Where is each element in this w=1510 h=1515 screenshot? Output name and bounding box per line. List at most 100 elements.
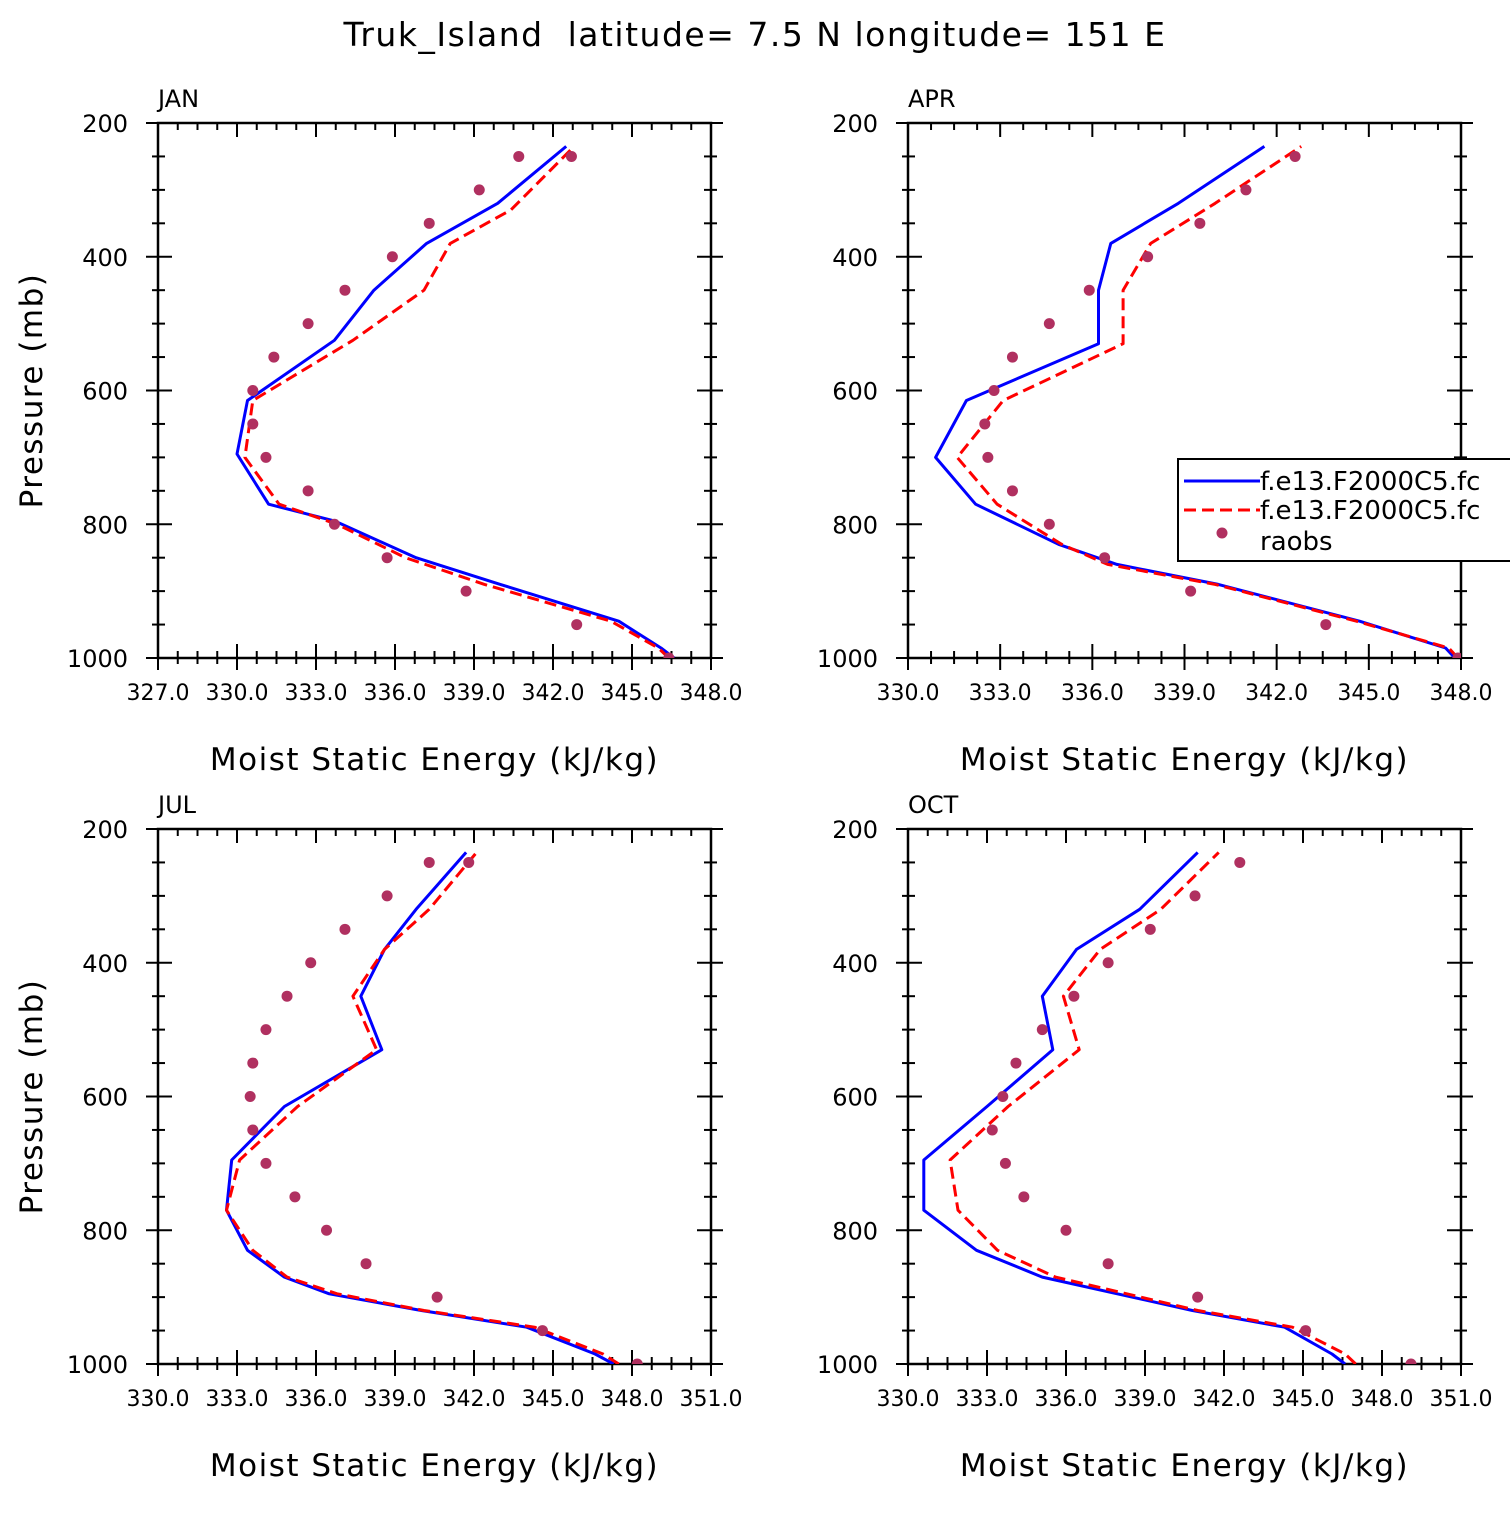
x-axis-label: Moist Static Energy (kJ/kg) <box>210 742 659 778</box>
y-tick-label: 200 <box>832 110 878 138</box>
x-tick-label: 330.0 <box>206 681 269 706</box>
raobs-point <box>1068 990 1080 1002</box>
y-tick-label: 800 <box>82 511 128 539</box>
raobs-point <box>1144 923 1156 935</box>
x-tick-label: 339.0 <box>1153 681 1216 706</box>
series-line-dashed <box>243 145 670 658</box>
x-axis-label: Moist Static Energy (kJ/kg) <box>960 742 1409 778</box>
y-tick-label: 800 <box>82 1217 128 1245</box>
x-tick-label: 351.0 <box>1430 1387 1493 1412</box>
x-tick-label: 345.0 <box>601 681 664 706</box>
raobs-point <box>386 251 398 263</box>
x-tick-label: 333.0 <box>956 1387 1019 1412</box>
raobs-point <box>986 1124 998 1136</box>
raobs-point <box>289 1191 301 1203</box>
raobs-point <box>260 1157 272 1169</box>
plot-area <box>235 145 676 658</box>
raobs-point <box>1192 1291 1204 1303</box>
x-tick-label: 342.0 <box>1193 1387 1256 1412</box>
raobs-point <box>1006 351 1018 363</box>
series-line-solid <box>235 145 676 658</box>
raobs-point <box>302 318 314 330</box>
x-tick-label: 336.0 <box>1061 681 1124 706</box>
x-tick-label: 351.0 <box>680 1387 743 1412</box>
raobs-point <box>321 1224 333 1236</box>
y-tick-label: 1000 <box>817 1351 878 1379</box>
y-tick-label: 800 <box>832 1217 878 1245</box>
y-tick-label: 600 <box>82 378 128 406</box>
x-tick-label: 327.0 <box>127 681 190 706</box>
raobs-point <box>1189 890 1201 902</box>
raobs-point <box>536 1325 548 1337</box>
plot-frame <box>906 827 1463 1366</box>
x-axis-label: Moist Static Energy (kJ/kg) <box>960 1448 1409 1484</box>
raobs-point <box>1010 1057 1022 1069</box>
legend-entry-label: f.e13.F2000C5.fc <box>1260 496 1480 526</box>
x-tick-label: 330.0 <box>877 681 940 706</box>
raobs-point <box>360 1258 372 1270</box>
raobs-point <box>631 1358 643 1364</box>
x-tick-label: 348.0 <box>601 1387 664 1412</box>
raobs-point <box>423 856 435 868</box>
x-axis-label: Moist Static Energy (kJ/kg) <box>210 1448 659 1484</box>
raobs-point <box>244 1091 256 1102</box>
raobs-point <box>339 923 351 935</box>
x-tick-label: 339.0 <box>364 1387 427 1412</box>
y-tick-label: 400 <box>82 950 128 978</box>
raobs-point <box>979 418 991 430</box>
x-tick-label: 342.0 <box>443 1387 506 1412</box>
raobs-point <box>982 451 994 463</box>
raobs-point <box>247 1057 259 1069</box>
plot-area <box>922 851 1417 1364</box>
x-tick-label: 333.0 <box>206 1387 269 1412</box>
raobs-point <box>463 856 475 868</box>
raobs-point <box>1300 1325 1312 1337</box>
legend-box <box>1177 458 1510 562</box>
series-line-solid <box>225 851 615 1364</box>
raobs-point <box>381 552 393 564</box>
y-tick-label: 600 <box>832 378 878 406</box>
raobs-point <box>305 957 317 969</box>
x-tick-label: 336.0 <box>364 681 427 706</box>
x-tick-label: 348.0 <box>1430 681 1493 706</box>
y-tick-label: 1000 <box>817 645 878 673</box>
y-tick-label: 800 <box>832 511 878 539</box>
x-tick-label: 345.0 <box>1272 1387 1335 1412</box>
raobs-point <box>381 890 393 902</box>
panel-title: APR <box>908 85 956 113</box>
panel-title: JAN <box>156 85 199 113</box>
x-tick-label: 348.0 <box>680 681 743 706</box>
raobs-point <box>565 150 577 162</box>
raobs-point <box>1060 1224 1072 1236</box>
y-tick-label: 200 <box>82 816 128 844</box>
x-tick-label: 330.0 <box>877 1387 940 1412</box>
raobs-point <box>999 1157 1011 1169</box>
legend-entry-label: raobs <box>1260 527 1333 557</box>
x-tick-label: 339.0 <box>1114 1387 1177 1412</box>
raobs-point <box>247 1124 259 1136</box>
raobs-point <box>997 1091 1009 1102</box>
y-tick-label: 400 <box>832 950 878 978</box>
chart-panels: JAN 327.0 330.0 333.0 336.0 339.0 342.0 345.0 34… <box>14 85 1492 1484</box>
raobs-point <box>1083 284 1095 296</box>
plot-area <box>934 145 1461 658</box>
y-tick-label: 400 <box>82 244 128 272</box>
y-tick-label: 200 <box>832 816 878 844</box>
raobs-point <box>1405 1358 1417 1364</box>
figure-title: Truk_Island latitude= 7.5 N longitude= 1… <box>343 15 1167 54</box>
legend-swatch-marker <box>1216 527 1228 539</box>
x-tick-label: 345.0 <box>1337 681 1400 706</box>
x-tick-label: 333.0 <box>285 681 348 706</box>
panel-jan: JAN 327.0 330.0 333.0 336.0 339.0 342.0 345.0 34… <box>14 85 742 778</box>
raobs-point <box>247 418 259 430</box>
x-tick-label: 342.0 <box>1245 681 1308 706</box>
raobs-point <box>1102 957 1114 969</box>
raobs-point <box>431 1291 443 1303</box>
raobs-point <box>513 150 525 162</box>
raobs-point <box>1142 251 1154 263</box>
raobs-point <box>460 585 472 597</box>
x-tick-label: 336.0 <box>285 1387 348 1412</box>
panel-jul: JUL 330.0 333.0 336.0 339.0 342.0 345.0 348.0 35… <box>14 791 742 1484</box>
raobs-point <box>339 284 351 296</box>
